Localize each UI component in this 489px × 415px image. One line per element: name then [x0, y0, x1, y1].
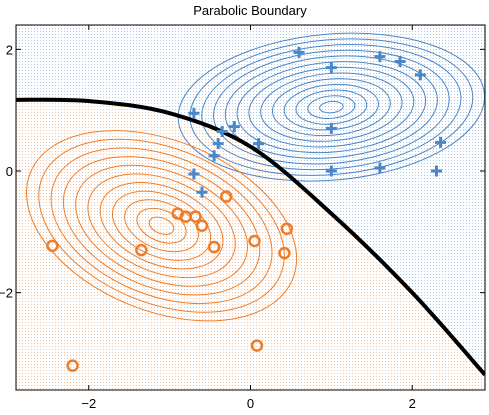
plus-point-5 [188, 107, 200, 119]
plot-area [16, 25, 485, 390]
contour-1-level-3 [124, 199, 199, 253]
circle-point-9 [46, 239, 59, 253]
contour-0-level-11 [201, 44, 462, 171]
plus-point-11 [435, 136, 447, 148]
contour-0-level-2 [307, 95, 356, 120]
plus-point-13 [188, 168, 200, 180]
contour-0-level-13 [177, 32, 485, 182]
circle-point-10 [278, 246, 291, 260]
plus-point-6 [228, 121, 240, 133]
x-tick-label: 2 [409, 396, 416, 411]
contour-0-level-6 [260, 72, 403, 142]
circle-point-5 [280, 222, 294, 236]
region-upper [16, 25, 485, 375]
circle-point-0 [219, 190, 233, 203]
contour-1-level-8 [62, 156, 261, 296]
x-tick-label: −2 [81, 396, 96, 411]
circle-point-8 [135, 243, 148, 257]
y-tick-label: −2 [0, 286, 13, 301]
contour-1-level-5 [99, 182, 224, 270]
circle-point-4 [195, 219, 209, 232]
plus-point-0 [293, 46, 305, 58]
contour-1-level-2 [136, 207, 187, 244]
contour-1-level-7 [75, 164, 248, 287]
plus-point-2 [394, 56, 406, 67]
plus-point-3 [325, 62, 337, 74]
contour-1-level-6 [87, 173, 236, 279]
plus-point-7 [216, 125, 228, 137]
contour-0-level-8 [236, 61, 427, 154]
plus-point-1 [374, 51, 386, 63]
y-tick-label: 2 [6, 42, 13, 57]
circle-point-6 [248, 234, 261, 248]
contour-0-level-5 [271, 78, 391, 137]
plus-point-14 [325, 165, 337, 177]
plus-point-4 [414, 69, 426, 81]
plus-point-12 [208, 150, 220, 162]
circle-point-3 [189, 210, 202, 223]
circle-point-11 [250, 339, 264, 352]
contour-0-level-9 [224, 55, 438, 159]
chart-title: Parabolic Boundary [193, 3, 307, 18]
circle-point-12 [66, 359, 79, 372]
decision-boundary [16, 97, 485, 377]
plus-point-16 [430, 165, 442, 177]
points-layer [46, 46, 447, 372]
circle-point-7 [207, 240, 221, 254]
contours-layer [26, 32, 485, 322]
plus-point-15 [374, 162, 386, 174]
x-tick-label: 0 [247, 396, 254, 411]
y-tick-label: 0 [6, 164, 13, 179]
contour-1-level-1 [148, 216, 175, 235]
contour-1-level-9 [50, 147, 273, 305]
plus-point-8 [325, 122, 337, 134]
contour-0-level-1 [319, 100, 344, 114]
plus-point-9 [212, 138, 224, 150]
ticks-layer: −2 0 2 −2 0 2 [0, 25, 485, 411]
contour-1-level-10 [38, 138, 285, 313]
contour-0-level-10 [213, 49, 450, 165]
plus-point-17 [196, 186, 208, 198]
plus-point-10 [253, 138, 265, 150]
contour-1-level-11 [26, 130, 298, 322]
